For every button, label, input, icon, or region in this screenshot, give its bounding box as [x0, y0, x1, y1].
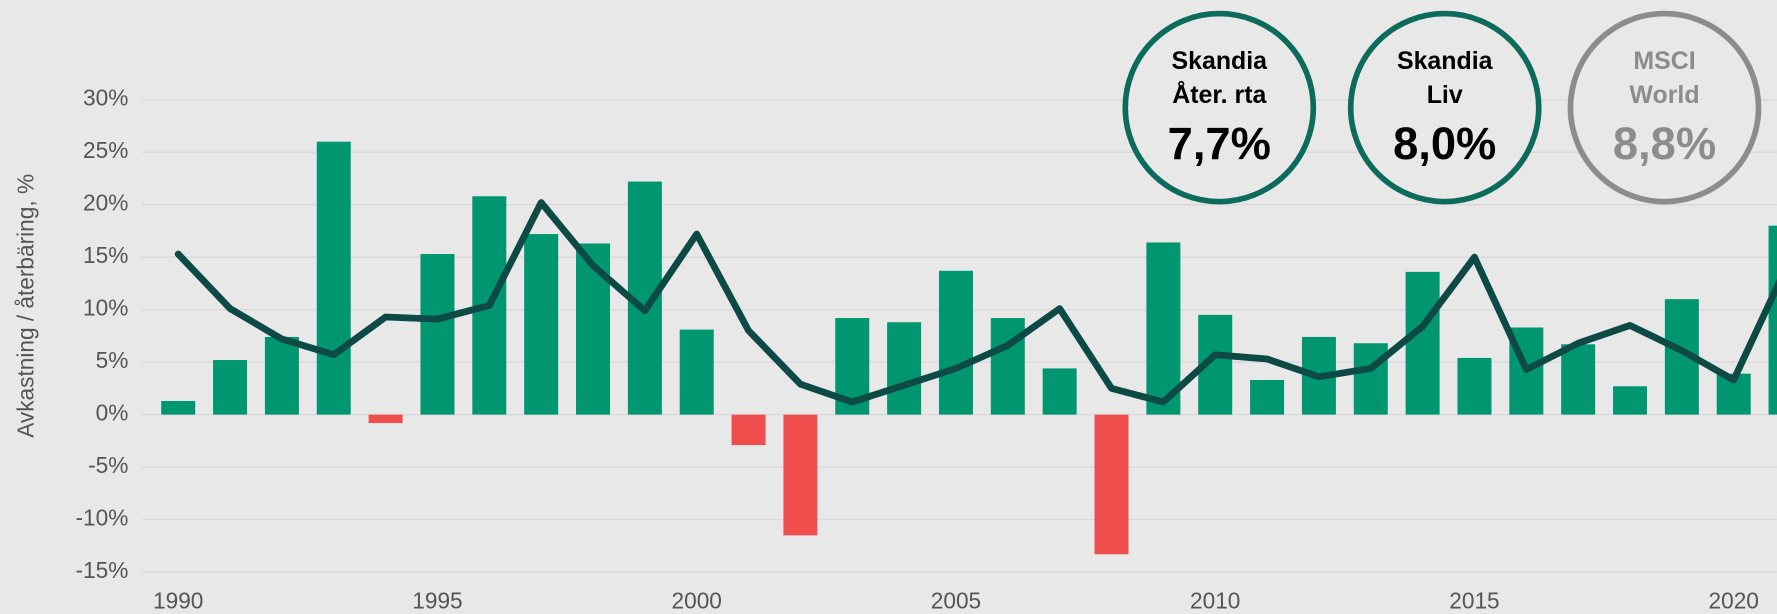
- bar: [679, 329, 714, 415]
- y-tick-label: 10%: [83, 295, 128, 321]
- bar: [368, 414, 403, 424]
- y-tick-label: -10%: [76, 505, 129, 531]
- bar: [887, 322, 922, 415]
- bar: [264, 336, 299, 415]
- badge-name: Liv: [1427, 81, 1463, 109]
- bar: [1042, 368, 1077, 415]
- y-tick-label: -5%: [88, 452, 128, 478]
- bar: [213, 360, 248, 415]
- badge-circle: [1567, 10, 1762, 205]
- badge-value: 8,0%: [1393, 118, 1496, 169]
- y-tick-label: 5%: [96, 347, 129, 373]
- bar: [1457, 357, 1492, 415]
- x-tick-label: 2010: [1190, 588, 1240, 614]
- badge-name: Åter. rta: [1172, 80, 1267, 109]
- badge: MSCI World 8,8%: [1567, 10, 1762, 205]
- bar: [731, 414, 766, 446]
- line: [174, 199, 1777, 406]
- bar: [990, 318, 1025, 415]
- x-tick-label: 2005: [931, 588, 981, 614]
- badge-circle: [1122, 10, 1317, 205]
- bar: [1146, 242, 1181, 415]
- badge-name: Skandia: [1172, 47, 1269, 75]
- x-tick-label: 2000: [672, 588, 722, 614]
- y-tick-label: 15%: [83, 242, 128, 268]
- badge-name: MSCI: [1633, 47, 1695, 75]
- bar: [161, 400, 196, 415]
- bar: [1613, 386, 1648, 415]
- badge-name: World: [1629, 81, 1699, 109]
- bar: [783, 414, 818, 536]
- bar: [1768, 225, 1777, 415]
- bar: [1094, 414, 1129, 555]
- bar: [420, 254, 455, 415]
- x-tick-label: 2015: [1449, 588, 1499, 614]
- bar: [1405, 271, 1440, 415]
- bar: [316, 141, 351, 415]
- y-tick-label: -15%: [76, 557, 129, 583]
- y-axis-title: Avkastning / återbäring, %: [13, 174, 39, 438]
- y-tick-label: 20%: [83, 190, 128, 216]
- y-tick-label: 25%: [83, 137, 128, 163]
- x-tick-label: 1995: [412, 588, 462, 614]
- badge: Skandia Åter. rta 7,7%: [1122, 10, 1317, 205]
- x-tick-label: 2020: [1709, 588, 1759, 614]
- y-tick-label: 30%: [83, 85, 128, 111]
- badge-name: Skandia: [1397, 47, 1494, 75]
- bar: [524, 234, 559, 415]
- y-tick-label: 0%: [96, 400, 129, 426]
- bar: [938, 270, 973, 415]
- x-tick-label: 1990: [153, 588, 203, 614]
- badge: Skandia Liv 8,0%: [1347, 10, 1542, 205]
- bar: [1250, 379, 1285, 415]
- bar: [1561, 344, 1596, 415]
- badge-value: 8,8%: [1613, 118, 1716, 169]
- bar: [1353, 343, 1388, 415]
- badge-value: 7,7%: [1168, 118, 1271, 169]
- badge-circle: [1347, 10, 1542, 205]
